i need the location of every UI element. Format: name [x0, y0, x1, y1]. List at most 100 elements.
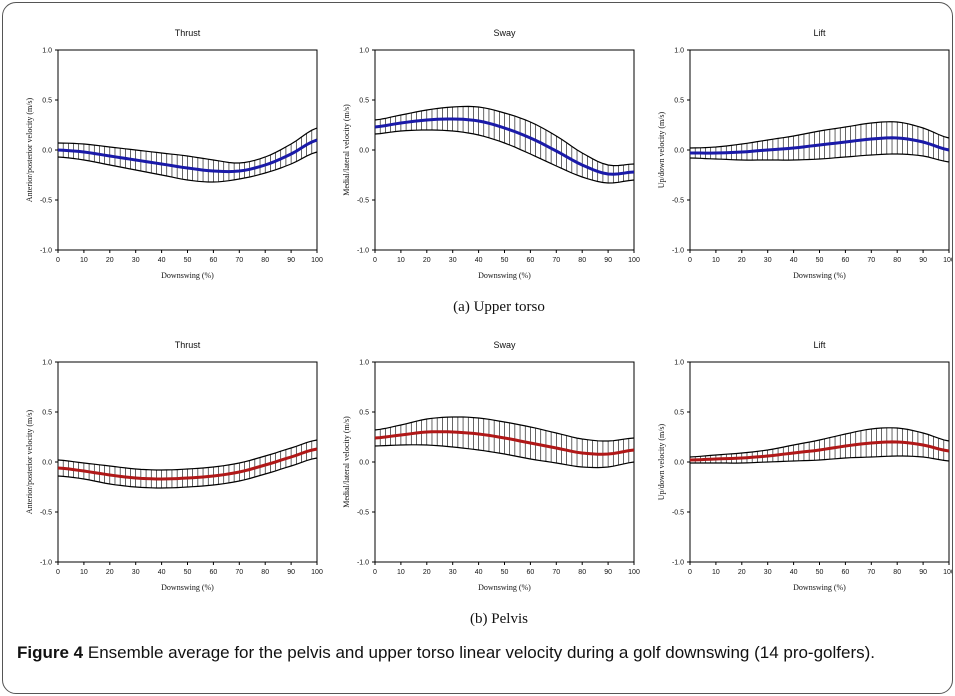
y-tick-label: 0.5 — [42, 98, 52, 105]
x-tick-label: 70 — [867, 257, 875, 264]
x-tick-label: 0 — [688, 257, 692, 264]
y-tick-label: 0.5 — [674, 410, 684, 417]
x-tick-label: 70 — [552, 257, 560, 264]
x-tick-label: 10 — [397, 257, 405, 264]
chart-title: Thrust — [175, 340, 201, 350]
x-tick-label: 30 — [764, 569, 772, 576]
y-tick-label: 1.0 — [42, 48, 52, 55]
chart-panel-1: Sway 0 10 20 30 40 50 60 70 80 90 100 -1.0 -0.5 0.0 0.5… — [342, 28, 640, 280]
y-tick-label: -1.0 — [357, 248, 369, 255]
y-tick-label: 1.0 — [674, 360, 684, 367]
mean-velocity-line — [689, 440, 950, 462]
x-tick-label: 100 — [311, 257, 323, 264]
y-tick-label: 0.5 — [674, 98, 684, 105]
chart-panel-2: Lift 0 10 20 30 40 50 60 70 80 90 100 -1.0 -0.5 0.0 0.5… — [657, 28, 952, 280]
plot-area — [57, 49, 318, 251]
y-axis-label: Anterior/posterior velocity (m/s) — [25, 409, 34, 514]
mean-velocity-line — [57, 138, 318, 174]
sd-band-lower — [690, 455, 950, 464]
sd-band-upper — [57, 439, 318, 471]
y-tick-label: -1.0 — [40, 560, 52, 567]
y-axis-label: Anterior/posterior velocity (m/s) — [25, 97, 34, 202]
y-tick-label: -1.0 — [672, 248, 684, 255]
y-tick-label: -0.5 — [40, 198, 52, 205]
y-axis-label: Medial/lateral velocity (m/s) — [342, 416, 351, 508]
x-tick-label: 40 — [158, 569, 166, 576]
sd-band-lower — [57, 151, 318, 183]
x-tick-label: 70 — [235, 257, 243, 264]
sd-band-upper — [374, 105, 635, 167]
chart-title: Sway — [493, 340, 516, 350]
x-axis-label: Downswing (%) — [478, 583, 531, 592]
x-tick-label: 60 — [527, 569, 535, 576]
x-tick-label: 80 — [578, 569, 586, 576]
x-tick-label: 80 — [261, 257, 269, 264]
x-axis-label: Downswing (%) — [161, 583, 214, 592]
sd-band-lower — [57, 457, 318, 489]
plot-area — [374, 49, 635, 251]
x-tick-label: 50 — [184, 569, 192, 576]
x-tick-label: 30 — [132, 257, 140, 264]
x-tick-label: 10 — [80, 569, 88, 576]
x-tick-label: 100 — [943, 569, 952, 576]
x-tick-label: 90 — [919, 257, 927, 264]
chart-panel-3: Thrust 0 10 20 30 40 50 60 70 80 90 100 -1.0 -0.5 0.0 0… — [25, 340, 323, 592]
x-tick-label: 50 — [816, 257, 824, 264]
y-axis-label: Medial/lateral velocity (m/s) — [342, 104, 351, 196]
y-tick-label: -1.0 — [40, 248, 52, 255]
x-axis-label: Downswing (%) — [478, 271, 531, 280]
y-tick-label: 1.0 — [359, 360, 369, 367]
chart-panel-4: Sway 0 10 20 30 40 50 60 70 80 90 100 -1.0 -0.5 0.0 0.5… — [342, 340, 640, 592]
x-tick-label: 10 — [80, 257, 88, 264]
x-tick-label: 80 — [893, 257, 901, 264]
x-tick-label: 60 — [527, 257, 535, 264]
x-tick-label: 50 — [501, 569, 509, 576]
caption-label: Figure 4 — [17, 643, 84, 662]
y-tick-label: 0.0 — [359, 148, 369, 155]
y-tick-label: 0.0 — [359, 460, 369, 467]
y-tick-label: 0.0 — [674, 460, 684, 467]
x-axis-label: Downswing (%) — [793, 271, 846, 280]
x-axis-label: Downswing (%) — [793, 583, 846, 592]
x-tick-label: 0 — [373, 569, 377, 576]
x-tick-label: 20 — [738, 569, 746, 576]
x-tick-label: 70 — [552, 569, 560, 576]
y-tick-label: -0.5 — [357, 510, 369, 517]
x-tick-label: 40 — [790, 257, 798, 264]
x-tick-label: 30 — [449, 569, 457, 576]
x-tick-label: 90 — [919, 569, 927, 576]
y-tick-label: -1.0 — [357, 560, 369, 567]
x-tick-label: 40 — [475, 257, 483, 264]
x-tick-label: 0 — [56, 569, 60, 576]
mean-velocity-line — [57, 447, 318, 481]
chart-title: Lift — [813, 340, 826, 350]
y-axis-label: Up/down velocity (m/s) — [657, 423, 666, 500]
x-tick-label: 10 — [712, 257, 720, 264]
x-axis-label: Downswing (%) — [161, 271, 214, 280]
x-tick-label: 90 — [287, 257, 295, 264]
y-axis-label: Up/down velocity (m/s) — [657, 111, 666, 188]
x-tick-label: 60 — [210, 569, 218, 576]
y-tick-label: 1.0 — [359, 48, 369, 55]
x-tick-label: 50 — [816, 569, 824, 576]
y-tick-label: 0.5 — [359, 98, 369, 105]
x-tick-label: 10 — [397, 569, 405, 576]
x-tick-label: 80 — [578, 257, 586, 264]
mean-velocity-line — [374, 430, 635, 456]
y-tick-label: -0.5 — [672, 198, 684, 205]
caption-text: Ensemble average for the pelvis and uppe… — [87, 643, 876, 662]
mean-velocity-line — [374, 117, 635, 176]
x-tick-label: 0 — [688, 569, 692, 576]
y-tick-label: 0.5 — [42, 410, 52, 417]
x-tick-label: 100 — [311, 569, 323, 576]
x-tick-label: 90 — [604, 257, 612, 264]
x-tick-label: 30 — [132, 569, 140, 576]
x-tick-label: 100 — [628, 569, 640, 576]
x-tick-label: 40 — [158, 257, 166, 264]
x-tick-label: 90 — [604, 569, 612, 576]
x-tick-label: 90 — [287, 569, 295, 576]
y-tick-label: 0.5 — [359, 410, 369, 417]
x-tick-label: 100 — [943, 257, 952, 264]
x-tick-label: 20 — [423, 257, 431, 264]
